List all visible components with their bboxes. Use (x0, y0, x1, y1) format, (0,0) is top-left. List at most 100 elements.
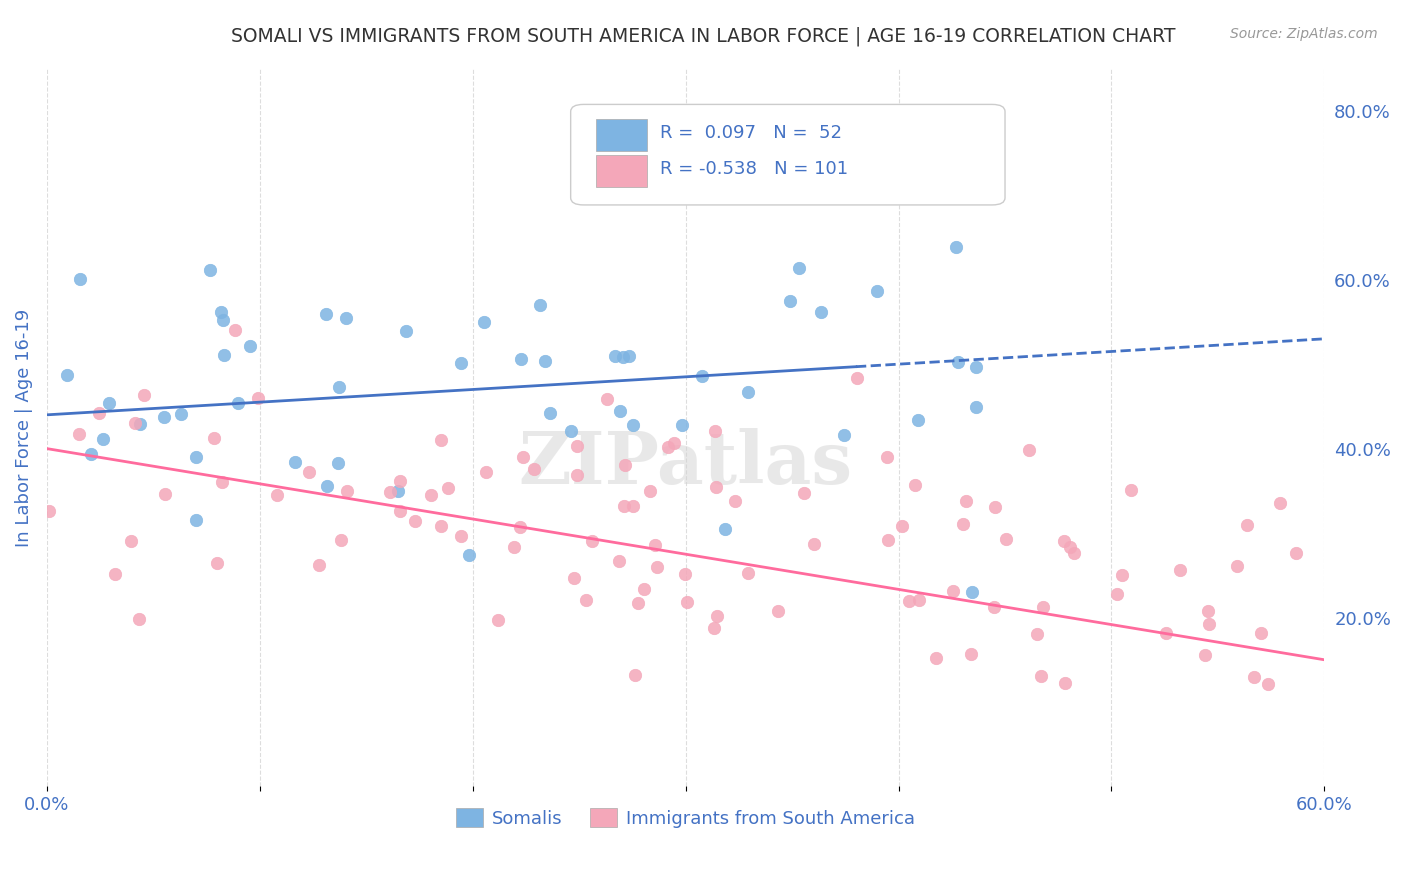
Point (1243, 670, 1265, 684)
Point (955, 494, 977, 508)
Point (960, 648, 983, 662)
Point (1053, 534, 1076, 549)
Point (91, 432, 114, 446)
Point (1063, 546, 1085, 560)
Point (810, 305, 832, 319)
Point (645, 560, 668, 574)
Point (898, 594, 921, 608)
Point (328, 456, 350, 470)
Point (596, 392, 619, 407)
Point (404, 514, 426, 528)
Point (437, 481, 460, 495)
Point (692, 368, 714, 383)
Point (69, 272, 91, 286)
Point (67, 427, 90, 442)
Point (714, 522, 737, 536)
Text: SOMALI VS IMMIGRANTS FROM SOUTH AMERICA IN LABOR FORCE | AGE 16-19 CORRELATION C: SOMALI VS IMMIGRANTS FROM SOUTH AMERICA … (231, 27, 1175, 46)
Point (226, 395, 249, 409)
Point (877, 533, 900, 548)
Point (474, 465, 496, 479)
Point (1119, 483, 1142, 498)
Point (205, 556, 228, 570)
Bar (596, 154, 647, 187)
Point (946, 355, 969, 369)
Point (430, 433, 453, 447)
Legend: Somalis, Immigrants from South America: Somalis, Immigrants from South America (449, 801, 922, 835)
Point (640, 484, 662, 499)
Point (1250, 626, 1272, 640)
Point (387, 484, 409, 499)
Point (419, 487, 441, 501)
Point (834, 428, 856, 442)
Point (983, 600, 1005, 615)
Point (1111, 568, 1133, 582)
Point (450, 529, 472, 543)
Point (503, 540, 526, 554)
Point (1029, 669, 1052, 683)
Point (510, 352, 533, 367)
Point (87, 406, 110, 420)
Point (120, 533, 142, 548)
Point (846, 371, 869, 385)
Point (983, 500, 1005, 515)
Point (308, 558, 330, 573)
Point (153, 487, 176, 501)
Point (209, 305, 232, 319)
Point (538, 406, 561, 420)
Point (1198, 616, 1220, 631)
Point (1236, 518, 1258, 533)
Point (657, 440, 679, 454)
Point (457, 548, 479, 562)
Point (965, 360, 987, 375)
Point (486, 613, 509, 627)
Point (512, 450, 534, 464)
Point (676, 595, 699, 609)
Point (564, 571, 586, 585)
Point (671, 418, 693, 433)
Point (38, 504, 60, 518)
Point (603, 349, 626, 363)
Point (212, 348, 235, 362)
Point (472, 315, 495, 329)
Point (266, 488, 288, 502)
Point (703, 424, 725, 438)
Point (247, 391, 270, 405)
Point (200, 263, 222, 277)
Point (617, 349, 640, 363)
Point (80, 447, 103, 461)
Point (509, 519, 531, 533)
Point (534, 353, 557, 368)
Y-axis label: In Labor Force | Age 16-19: In Labor Force | Age 16-19 (15, 309, 32, 547)
Point (803, 537, 825, 551)
Bar (596, 119, 647, 151)
Point (335, 310, 357, 325)
Point (529, 298, 551, 312)
Point (609, 403, 631, 417)
Point (1053, 676, 1076, 690)
Point (186, 450, 208, 465)
Point (128, 612, 150, 626)
Point (388, 504, 411, 518)
Point (787, 261, 810, 276)
Point (1285, 546, 1308, 560)
Point (430, 519, 453, 533)
Point (378, 485, 401, 500)
Point (1025, 627, 1047, 641)
Point (1154, 625, 1177, 640)
Point (703, 621, 725, 635)
Point (153, 410, 176, 425)
Point (211, 475, 233, 489)
Point (704, 479, 727, 493)
Point (522, 461, 544, 475)
Point (907, 413, 929, 427)
Point (202, 431, 225, 445)
Point (395, 324, 418, 338)
Point (706, 608, 728, 623)
Point (575, 592, 598, 607)
Point (98, 396, 121, 410)
Point (890, 519, 912, 533)
Point (737, 566, 759, 580)
Point (644, 539, 666, 553)
Point (952, 516, 974, 531)
Point (224, 322, 246, 336)
